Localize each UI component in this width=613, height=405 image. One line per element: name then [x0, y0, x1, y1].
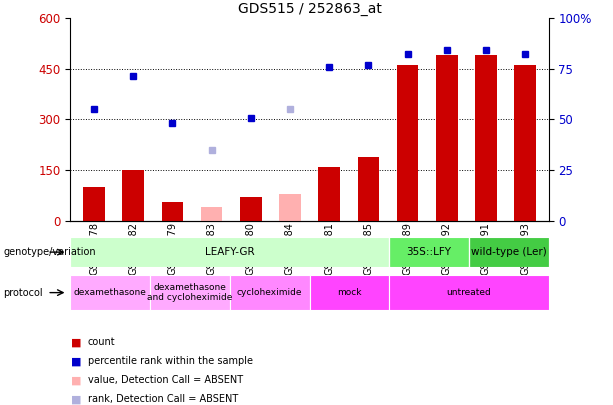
Bar [357, 157, 379, 221]
Text: wild-type (Ler): wild-type (Ler) [471, 247, 547, 257]
Text: mock: mock [337, 288, 362, 297]
Bar [83, 187, 105, 221]
Text: ■: ■ [70, 394, 81, 404]
Bar [70, 275, 150, 310]
Bar [162, 202, 183, 221]
Bar [389, 275, 549, 310]
Text: value, Detection Call = ABSENT: value, Detection Call = ABSENT [88, 375, 243, 385]
Text: 35S::LFY: 35S::LFY [406, 247, 452, 257]
Text: rank, Detection Call = ABSENT: rank, Detection Call = ABSENT [88, 394, 238, 404]
Bar [397, 66, 418, 221]
Bar [389, 237, 469, 267]
Text: genotype/variation: genotype/variation [3, 247, 96, 257]
Bar [475, 55, 497, 221]
Bar [469, 237, 549, 267]
Text: ■: ■ [70, 356, 81, 366]
Bar [436, 55, 457, 221]
Bar [70, 237, 389, 267]
Text: LEAFY-GR: LEAFY-GR [205, 247, 254, 257]
Text: untreated: untreated [446, 288, 492, 297]
Bar [150, 275, 230, 310]
Title: GDS515 / 252863_at: GDS515 / 252863_at [238, 2, 381, 16]
Bar [230, 275, 310, 310]
Bar [123, 170, 144, 221]
Text: ■: ■ [70, 375, 81, 385]
Bar [279, 194, 301, 221]
Text: cycloheximide: cycloheximide [237, 288, 302, 297]
Text: ■: ■ [70, 337, 81, 347]
Bar [514, 66, 536, 221]
Bar [240, 197, 262, 221]
Text: percentile rank within the sample: percentile rank within the sample [88, 356, 253, 366]
Text: protocol: protocol [3, 288, 43, 298]
Bar [310, 275, 389, 310]
Bar [201, 207, 223, 221]
Text: count: count [88, 337, 115, 347]
Bar [318, 167, 340, 221]
Text: dexamethasone: dexamethasone [74, 288, 147, 297]
Text: dexamethasone
and cycloheximide: dexamethasone and cycloheximide [147, 283, 233, 302]
